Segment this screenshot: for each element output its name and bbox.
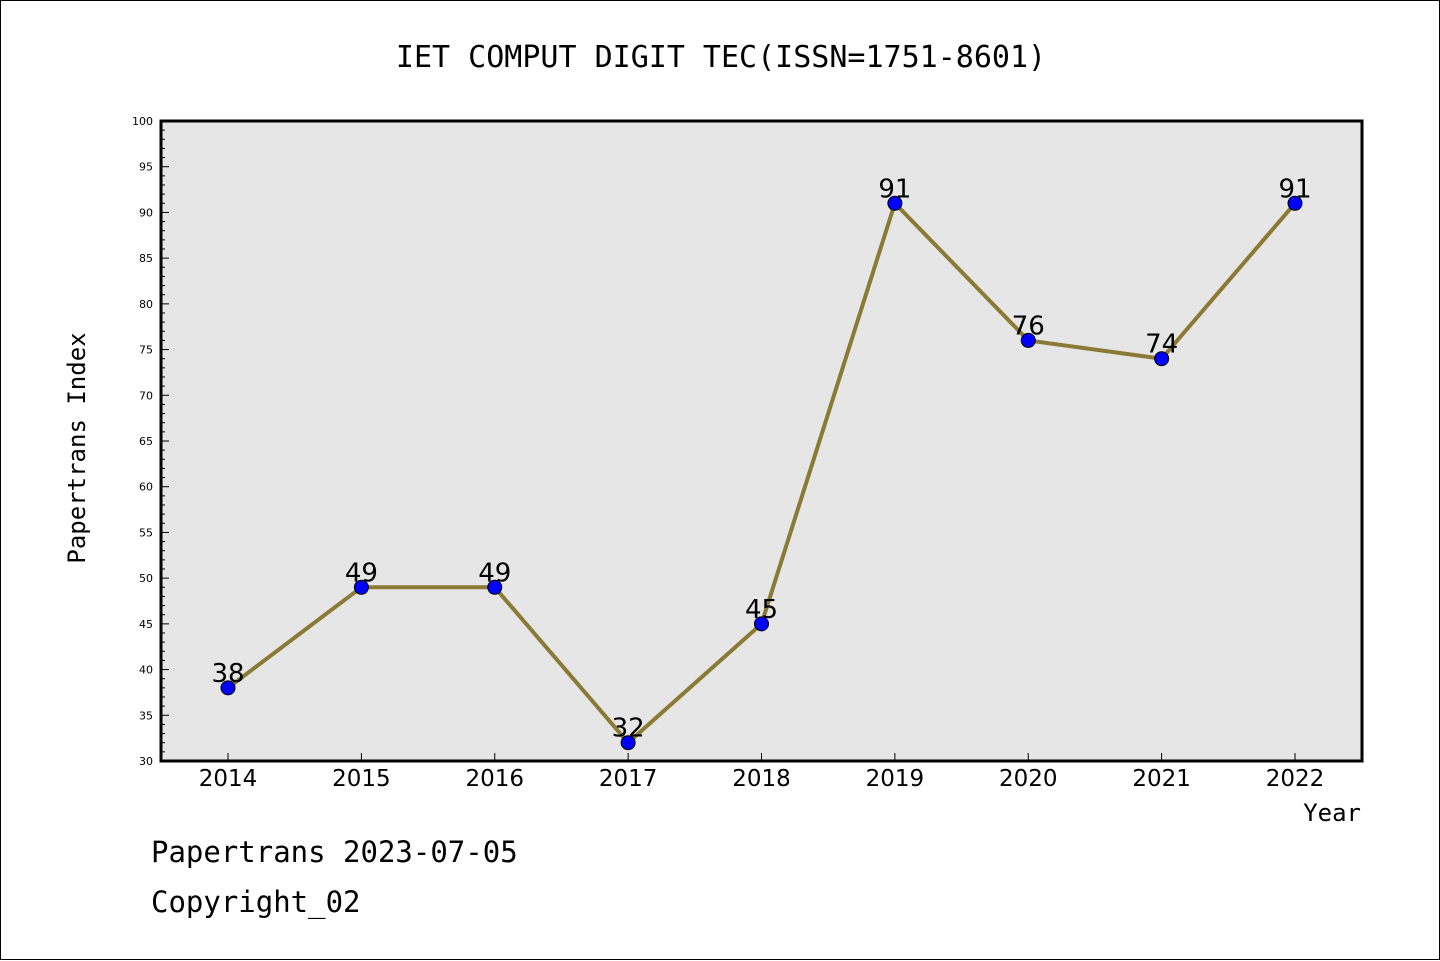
x-tick-label: 2022 xyxy=(1266,766,1325,792)
y-tick-label: 85 xyxy=(139,252,153,265)
data-label: 38 xyxy=(211,659,244,689)
x-axis: 2014 2015 2016 2017 2018 2019 2020 2021 2022 xyxy=(199,753,1325,792)
y-tick-label: 60 xyxy=(139,481,153,494)
data-label: 32 xyxy=(612,714,645,744)
footer-date: Papertrans 2023-07-05 xyxy=(151,835,518,869)
x-axis-label: Year xyxy=(1303,799,1361,827)
data-label: 74 xyxy=(1145,330,1178,360)
y-tick-label: 80 xyxy=(139,298,153,311)
x-tick-label: 2019 xyxy=(866,766,925,792)
data-point-marker xyxy=(487,579,503,595)
data-label: 45 xyxy=(745,595,778,625)
plot-area xyxy=(159,119,1364,763)
y-axis: 30 35 40 45 50 55 60 65 70 75 80 85 90 95 100 xyxy=(132,115,169,768)
y-axis-label: Papertrans Index xyxy=(63,332,91,563)
data-point-marker xyxy=(620,735,636,751)
y-tick-label: 50 xyxy=(139,572,153,585)
x-tick-label: 2017 xyxy=(599,766,658,792)
x-tick-label: 2021 xyxy=(1132,766,1191,792)
y-tick-label: 70 xyxy=(139,389,153,402)
x-tick-label: 2015 xyxy=(332,766,391,792)
y-tick-label: 30 xyxy=(139,755,153,768)
y-tick-label: 95 xyxy=(139,161,153,174)
data-label-group: 38 49 49 32 45 91 76 74 91 xyxy=(211,174,1311,743)
data-point-marker xyxy=(754,616,769,632)
data-point-marker xyxy=(1020,332,1036,348)
y-tick-label: 65 xyxy=(139,435,153,448)
x-tick-label: 2018 xyxy=(732,766,791,792)
data-point-marker xyxy=(220,680,236,696)
data-point-marker xyxy=(1287,195,1303,211)
chart-title: IET COMPUT DIGIT TEC(ISSN=1751-8601) xyxy=(396,40,1046,75)
y-tick-label: 100 xyxy=(132,115,153,128)
y-tick-label: 55 xyxy=(139,526,153,539)
x-tick-label: 2014 xyxy=(199,766,258,792)
y-tick-label: 35 xyxy=(139,709,153,722)
data-label: 91 xyxy=(1278,174,1311,204)
data-label: 49 xyxy=(478,558,511,588)
data-label: 91 xyxy=(878,174,911,204)
data-label: 49 xyxy=(345,558,378,588)
y-tick-label: 40 xyxy=(139,664,153,677)
data-point-marker xyxy=(887,195,903,211)
data-point-marker xyxy=(353,579,369,595)
data-label: 76 xyxy=(1012,311,1045,341)
x-tick-label: 2020 xyxy=(999,766,1058,792)
y-tick-label: 90 xyxy=(139,206,153,219)
series-line-group xyxy=(220,195,1303,751)
y-tick-label: 45 xyxy=(139,618,153,631)
x-tick-label: 2016 xyxy=(465,766,524,792)
footer-copyright: Copyright_02 xyxy=(151,885,361,919)
y-tick-label: 75 xyxy=(139,344,153,357)
data-point-marker xyxy=(1154,351,1170,367)
